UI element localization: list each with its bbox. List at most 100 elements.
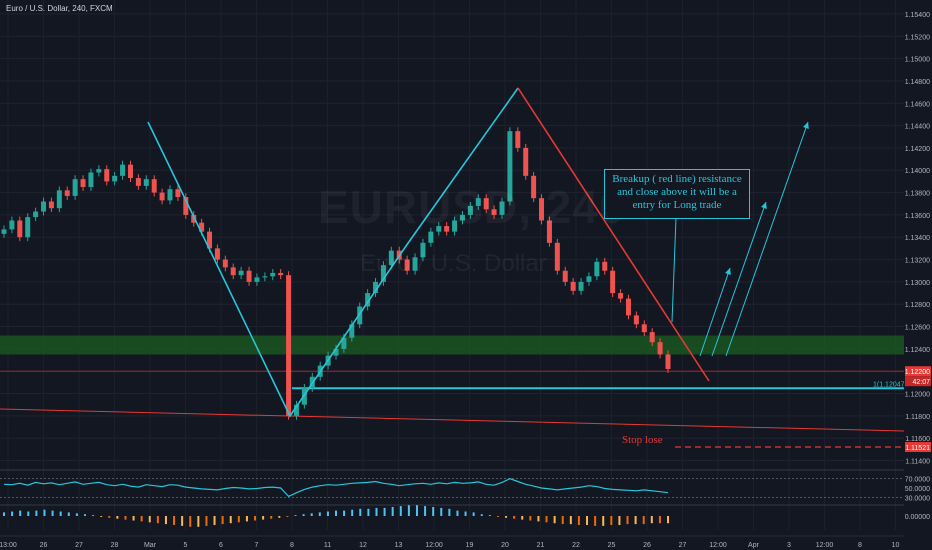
candle-body	[120, 164, 126, 176]
candle-body	[17, 220, 23, 238]
macd-bar	[286, 516, 289, 517]
time-axis-label: 11	[324, 542, 331, 549]
macd-bar	[658, 516, 661, 524]
time-axis-label: 26	[40, 542, 48, 549]
macd-bar	[432, 507, 435, 516]
descending-trend-line	[0, 408, 905, 432]
candle	[293, 400, 299, 420]
candle	[278, 269, 284, 280]
candle	[151, 175, 157, 197]
macd-bar	[561, 516, 564, 525]
candle	[104, 165, 110, 186]
candle-body	[633, 315, 639, 325]
candle	[365, 289, 371, 311]
macd-bar	[391, 507, 394, 516]
candle-body	[578, 281, 584, 291]
macd-bar	[415, 505, 418, 516]
macd-bar	[245, 516, 248, 522]
time-axis-label: 10	[892, 542, 900, 549]
macd-bar	[577, 516, 580, 525]
candle	[25, 213, 31, 242]
macd-bar	[237, 516, 240, 523]
candle	[230, 263, 236, 280]
candle-body	[388, 250, 394, 266]
macd-bar	[156, 516, 159, 524]
candle	[254, 273, 260, 286]
macd-bar	[634, 516, 637, 525]
macd-bar	[456, 510, 459, 516]
price-axis	[904, 0, 932, 550]
candle	[48, 197, 54, 213]
macd-bar	[667, 516, 669, 524]
macd-bar	[262, 516, 265, 520]
candle-body	[222, 259, 228, 268]
macd-bar	[407, 505, 410, 516]
candle-body	[238, 270, 244, 276]
candle-body	[341, 337, 347, 349]
time-axis-label: 12:00	[709, 542, 727, 549]
candle	[270, 269, 276, 281]
candle-body	[96, 169, 102, 173]
candle-body	[436, 226, 442, 232]
candle	[246, 266, 252, 286]
time-axis-label: 28	[111, 542, 119, 549]
candle	[444, 222, 450, 236]
candle	[380, 261, 386, 286]
macd-bar	[626, 516, 629, 525]
macd-axis-label: 0.00000	[905, 514, 930, 521]
time-axis-label: 20	[501, 542, 509, 549]
time-axis-label: 25	[608, 542, 616, 549]
candle-body	[72, 179, 78, 196]
candle	[539, 194, 545, 225]
macd-bar	[43, 509, 46, 516]
candle	[483, 194, 489, 214]
rsi-line	[3, 478, 669, 498]
macd-bar	[132, 516, 135, 521]
candle-body	[199, 222, 205, 232]
chart-title: Euro / U.S. Dollar, 240, FXCM	[6, 4, 113, 13]
candle-body	[554, 242, 560, 271]
macd-bar	[326, 511, 329, 516]
macd-bar	[148, 516, 151, 523]
macd-bar	[569, 516, 572, 525]
price-axis-label: 1.13200	[905, 258, 930, 265]
candle-body	[159, 192, 165, 201]
price-axis-label: 1.15000	[905, 57, 930, 64]
macd-bar	[100, 516, 103, 517]
price-axis-label: 1.14200	[905, 146, 930, 153]
time-axis-label: 8	[290, 542, 294, 549]
candle-body	[127, 164, 133, 179]
time-axis-label: 6	[219, 542, 223, 549]
support-value-label: 1(1.12047)	[873, 381, 907, 388]
candle	[586, 272, 592, 286]
candle	[515, 127, 521, 152]
macd-bar	[11, 511, 14, 516]
candle-body	[349, 324, 355, 338]
candle-body	[357, 306, 363, 325]
countdown-tag-bg	[905, 376, 931, 387]
macd-bar	[464, 511, 467, 516]
candle	[578, 277, 584, 295]
candle-body	[428, 231, 434, 243]
macd-bar	[189, 516, 192, 527]
candle	[523, 144, 529, 180]
candle	[618, 289, 624, 303]
candle-body	[483, 198, 489, 210]
macd-bar	[310, 513, 313, 516]
candle	[531, 171, 537, 203]
macd-bar	[3, 512, 5, 516]
macd-bar	[92, 515, 95, 516]
candle-body	[665, 354, 671, 369]
time-axis-label: 7	[255, 542, 259, 549]
macd-bar	[496, 516, 499, 517]
candle-body	[539, 198, 545, 221]
candle	[602, 257, 608, 275]
callout-pointer	[671, 217, 677, 323]
arrow-head	[761, 202, 767, 209]
price-axis-label: 1.14400	[905, 124, 930, 131]
macd-bar	[278, 516, 281, 518]
candle	[641, 320, 647, 337]
candle	[191, 210, 197, 227]
price-axis-label: 1.14800	[905, 79, 930, 86]
